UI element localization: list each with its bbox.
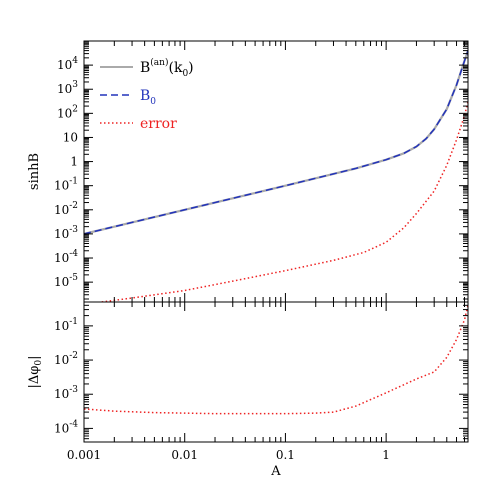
bottom-y-tick-label: 10-1 <box>54 317 78 333</box>
legend-label-b0: B0 <box>140 88 156 107</box>
top-y-tick-label: 10-5 <box>54 273 78 289</box>
top-panel: 10-5 10-4 10-3 10-2 10-1 1 10 102 103 104 sinhB B… <box>27 40 469 303</box>
top-y-axis-title: sinhB <box>27 153 42 190</box>
bottom-plot-area <box>84 305 468 415</box>
top-y-tick-label: 10 <box>63 130 78 144</box>
x-tick-labels: 0.001 0.01 0.1 1 <box>67 448 390 462</box>
top-y-tick-label: 104 <box>57 56 78 72</box>
bottom-ticks <box>83 301 468 443</box>
x-tick-label: 0.01 <box>171 448 198 462</box>
series-group <box>84 305 468 415</box>
x-tick-label: 0.1 <box>276 448 295 462</box>
series-line-error <box>101 101 468 302</box>
series-line-analytic <box>84 50 468 235</box>
top-ticks <box>83 40 468 302</box>
top-y-tick-labels: 10-5 10-4 10-3 10-2 10-1 1 10 102 103 104 <box>54 56 78 289</box>
legend-label-error: error <box>140 116 177 132</box>
series-line-b0 <box>84 50 468 235</box>
bottom-y-tick-label: 10-3 <box>54 385 78 401</box>
series-line-phase-error <box>84 305 468 415</box>
top-y-tick-label: 10-3 <box>54 225 78 241</box>
legend: B(an)(k0) B0 error <box>100 57 194 132</box>
top-y-tick-label: 10-1 <box>54 177 78 193</box>
bottom-y-axis-title-close: | <box>27 356 42 360</box>
top-y-tick-label: 103 <box>57 80 78 96</box>
legend-label-analytic: B(an)(k0) <box>140 57 194 79</box>
bottom-y-axis-title: |Δφ0| <box>27 356 44 389</box>
series-group <box>84 50 468 302</box>
bottom-y-tick-label: 10-4 <box>54 419 78 435</box>
top-y-tick-label: 10-2 <box>54 201 78 217</box>
top-y-tick-label: 1 <box>70 155 78 169</box>
x-tick-label: 1 <box>382 448 390 462</box>
x-axis-title: A <box>270 464 281 479</box>
top-plot-frame <box>83 40 469 303</box>
top-y-tick-label: 10-4 <box>54 249 78 265</box>
bottom-y-tick-labels: 10-4 10-3 10-2 10-1 <box>54 317 78 436</box>
x-tick-label: 0.001 <box>67 448 101 462</box>
top-y-tick-label: 102 <box>57 104 78 120</box>
bottom-plot-frame <box>83 301 469 443</box>
bottom-panel: 10-4 10-3 10-2 10-1 0.001 0.01 0.1 1 |Δφ0| A <box>27 301 469 479</box>
top-plot-area <box>84 50 468 302</box>
bottom-y-tick-label: 10-2 <box>54 351 78 367</box>
bottom-y-axis-title-sub: 0 <box>34 360 44 366</box>
bottom-y-axis-title-main: |Δφ <box>27 366 42 389</box>
